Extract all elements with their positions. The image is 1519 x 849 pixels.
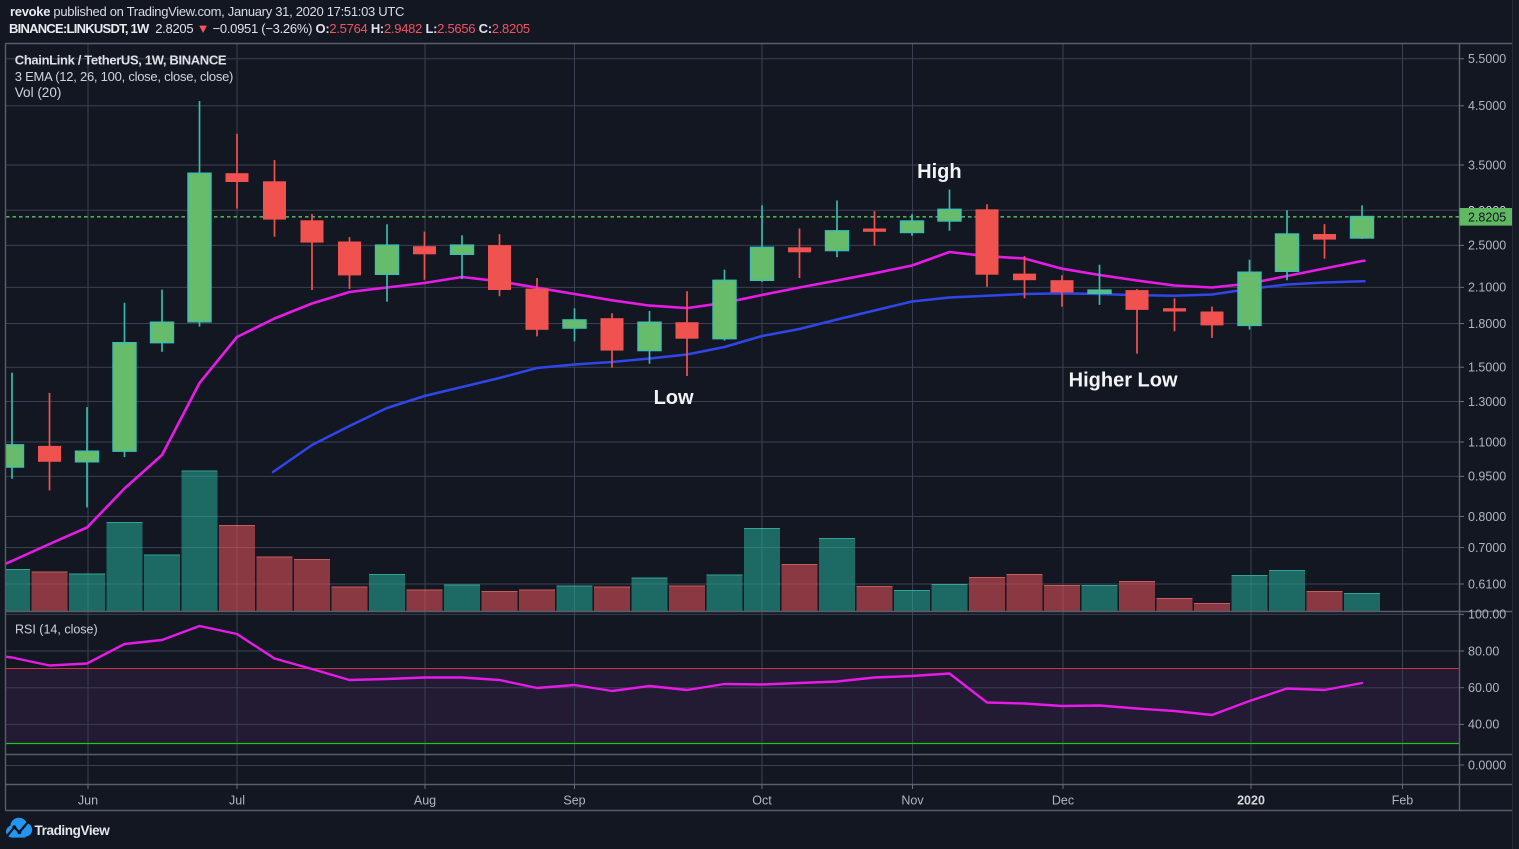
svg-text:40.00: 40.00 [1468,718,1499,732]
svg-text:ChainLink / TetherUS, 1W, BINA: ChainLink / TetherUS, 1W, BINANCE [15,53,227,68]
svg-text:RSI (14, close): RSI (14, close) [15,623,98,637]
svg-text:0.0000: 0.0000 [1468,758,1506,772]
svg-text:Oct: Oct [752,794,772,808]
svg-text:2.5000: 2.5000 [1468,239,1506,253]
svg-text:Nov: Nov [901,794,924,808]
svg-text:80.00: 80.00 [1468,644,1499,658]
svg-text:0.6100: 0.6100 [1468,577,1506,591]
svg-text:5.5000: 5.5000 [1468,52,1506,66]
svg-text:60.00: 60.00 [1468,681,1499,695]
svg-text:4.5000: 4.5000 [1468,99,1506,113]
svg-text:Dec: Dec [1052,794,1074,808]
svg-text:0.9500: 0.9500 [1468,470,1506,484]
svg-text:Vol (20): Vol (20) [15,85,62,100]
svg-text:1.8000: 1.8000 [1468,317,1506,331]
svg-text:2020: 2020 [1237,794,1265,808]
svg-text:Jun: Jun [78,794,98,808]
svg-text:2.1000: 2.1000 [1468,281,1506,295]
svg-text:3.5000: 3.5000 [1468,158,1506,172]
svg-text:Low: Low [654,387,694,409]
svg-text:100.00: 100.00 [1468,608,1506,622]
svg-text:Feb: Feb [1392,794,1414,808]
svg-text:Aug: Aug [414,794,436,808]
svg-text:Jul: Jul [229,794,245,808]
svg-text:Sep: Sep [563,794,585,808]
svg-text:1.3000: 1.3000 [1468,395,1506,409]
svg-text:3 EMA (12, 26, 100, close, clo: 3 EMA (12, 26, 100, close, close, close) [15,69,233,84]
svg-text:2.8205: 2.8205 [1468,210,1506,224]
svg-text:High: High [917,161,961,183]
svg-text:1.5000: 1.5000 [1468,361,1506,375]
svg-text:Higher Low: Higher Low [1069,370,1178,392]
svg-text:0.7000: 0.7000 [1468,541,1506,555]
svg-text:1.1000: 1.1000 [1468,435,1506,449]
svg-text:TradingView: TradingView [35,823,111,838]
svg-text:0.8000: 0.8000 [1468,510,1506,524]
